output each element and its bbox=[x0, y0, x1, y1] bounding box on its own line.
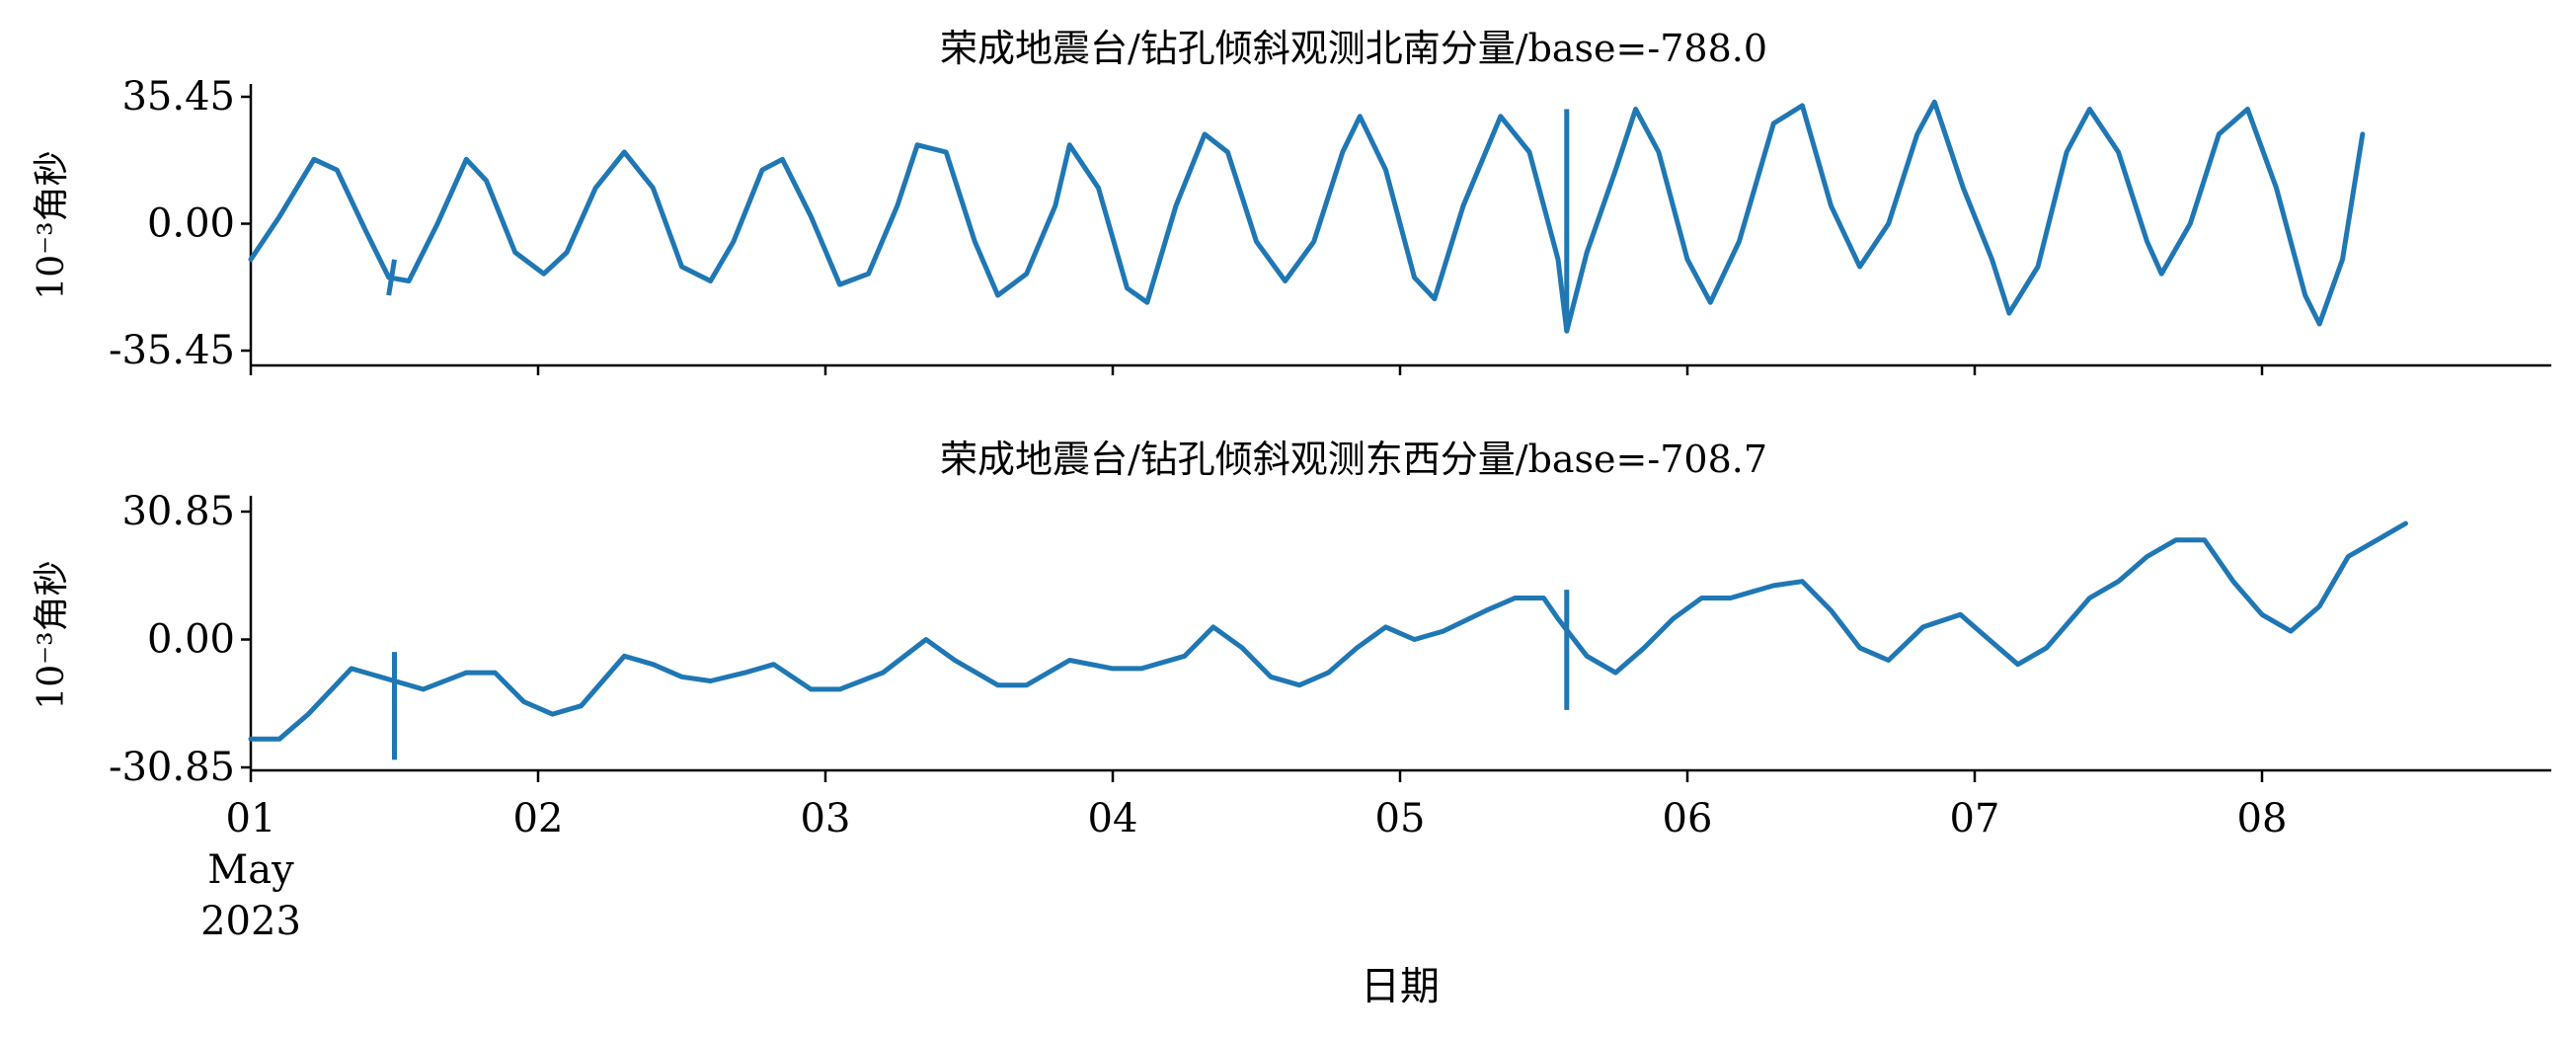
series-spike bbox=[386, 259, 397, 296]
east-west-ylabel: 10⁻³角秒 bbox=[32, 560, 72, 709]
xtick-label: 08 bbox=[2237, 796, 2288, 841]
east-west-xticks: 01 May 2023 02 03 04 05 06 07 08 bbox=[200, 770, 2287, 944]
ytick-label: -30.85 bbox=[109, 745, 235, 790]
xtick-label: 01 bbox=[226, 796, 276, 841]
ytick-label: 35.45 bbox=[121, 74, 235, 120]
north-south-title: 荣成地震台/钻孔倾斜观测北南分量/base=-788.0 bbox=[940, 27, 1767, 70]
east-west-series bbox=[248, 520, 2408, 760]
ytick-label: -35.45 bbox=[109, 328, 235, 373]
series-line bbox=[248, 99, 2366, 334]
ytick-label: 30.85 bbox=[121, 489, 235, 534]
north-south-yticks: 35.45 0.00 -35.45 bbox=[109, 74, 251, 373]
xtick-label: 02 bbox=[513, 796, 564, 841]
north-south-panel: 荣成地震台/钻孔倾斜观测北南分量/base=-788.0 10⁻³角秒 35.4… bbox=[32, 27, 2551, 375]
east-west-yticks: 30.85 0.00 -30.85 bbox=[109, 489, 251, 790]
xtick-label: 03 bbox=[801, 796, 851, 841]
east-west-title: 荣成地震台/钻孔倾斜观测东西分量/base=-708.7 bbox=[940, 438, 1767, 481]
north-south-ylabel: 10⁻³角秒 bbox=[32, 150, 72, 299]
ytick-label: 0.00 bbox=[147, 201, 235, 247]
xtick-label: 05 bbox=[1375, 796, 1426, 841]
xtick-label: 07 bbox=[1950, 796, 2000, 841]
xtick-sublabel: 2023 bbox=[200, 899, 301, 944]
xtick-label: 04 bbox=[1088, 796, 1138, 841]
series-line bbox=[248, 520, 2408, 742]
north-south-series bbox=[248, 99, 2366, 334]
xtick-label: 06 bbox=[1663, 796, 1713, 841]
ytick-label: 0.00 bbox=[147, 617, 235, 663]
xtick-sublabel: May bbox=[207, 847, 294, 893]
north-south-xticks bbox=[249, 365, 2264, 375]
x-axis-label: 日期 bbox=[1361, 964, 1440, 1009]
east-west-panel: 荣成地震台/钻孔倾斜观测东西分量/base=-708.7 10⁻³角秒 30.8… bbox=[32, 438, 2551, 944]
